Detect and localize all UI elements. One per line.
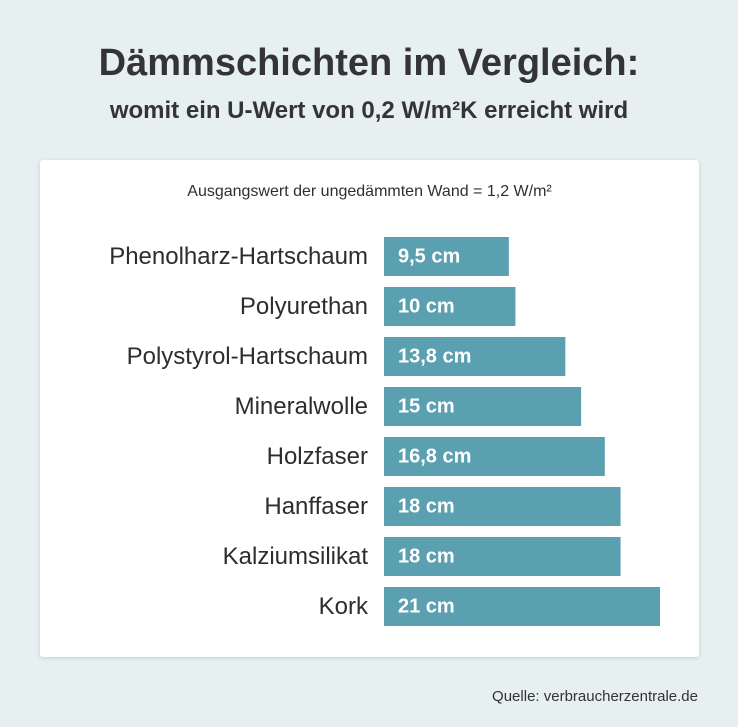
source-note: Quelle: verbraucherzentrale.de: [492, 688, 698, 705]
category-label: Kork: [319, 593, 369, 620]
bar: [384, 537, 621, 576]
data-label: 9,5 cm: [398, 246, 460, 268]
bar: [384, 587, 660, 626]
bar: [384, 337, 566, 376]
bar: [384, 437, 605, 476]
data-label: 18 cm: [398, 546, 455, 568]
data-label: 21 cm: [398, 596, 455, 618]
bar: [384, 387, 582, 426]
category-label: Kalziumsilikat: [223, 543, 369, 570]
data-label: 13,8 cm: [398, 346, 471, 368]
data-label: 15 cm: [398, 396, 455, 418]
category-label: Polystyrol-Hartschaum: [127, 343, 368, 370]
bar: [384, 487, 621, 526]
data-label: 18 cm: [398, 496, 455, 518]
chart-subtitle: womit ein U-Wert von 0,2 W/m²K erreicht …: [109, 97, 629, 124]
data-label: 10 cm: [398, 296, 455, 318]
chart-title: Dämmschichten im Vergleich:: [98, 42, 640, 84]
category-label: Phenolharz-Hartschaum: [109, 243, 368, 270]
bar: [384, 237, 509, 276]
category-label: Hanffaser: [264, 493, 368, 520]
data-label: 16,8 cm: [398, 446, 471, 468]
baseline-note: Ausgangswert der ungedämmten Wand = 1,2 …: [187, 183, 552, 200]
bar-chart: Phenolharz-Hartschaum 9,5 cm Polyurethan 10…: [109, 237, 660, 626]
category-label: Polyurethan: [240, 293, 368, 320]
category-label: Holzfaser: [267, 443, 368, 470]
bar: [384, 287, 516, 326]
chart-card: Ausgangswert der ungedämmten Wand = 1,2 …: [40, 160, 699, 657]
category-label: Mineralwolle: [235, 393, 368, 420]
